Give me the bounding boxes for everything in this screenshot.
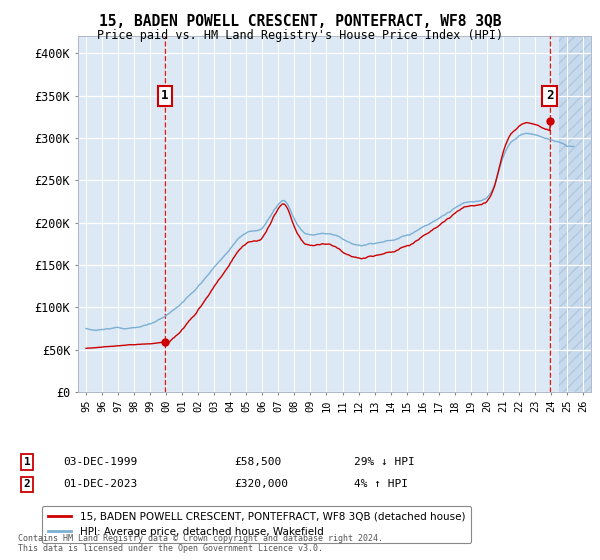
Text: 1: 1 <box>23 457 31 467</box>
Text: 2: 2 <box>546 89 553 102</box>
Text: £58,500: £58,500 <box>234 457 281 467</box>
Text: 29% ↓ HPI: 29% ↓ HPI <box>354 457 415 467</box>
Text: 15, BADEN POWELL CRESCENT, PONTEFRACT, WF8 3QB: 15, BADEN POWELL CRESCENT, PONTEFRACT, W… <box>99 14 501 29</box>
Text: 1: 1 <box>161 89 169 102</box>
Bar <box>559 36 591 392</box>
Text: 4% ↑ HPI: 4% ↑ HPI <box>354 479 408 489</box>
Text: Price paid vs. HM Land Registry's House Price Index (HPI): Price paid vs. HM Land Registry's House … <box>97 29 503 42</box>
Text: 03-DEC-1999: 03-DEC-1999 <box>63 457 137 467</box>
Text: Contains HM Land Registry data © Crown copyright and database right 2024.
This d: Contains HM Land Registry data © Crown c… <box>18 534 383 553</box>
Legend: 15, BADEN POWELL CRESCENT, PONTEFRACT, WF8 3QB (detached house), HPI: Average pr: 15, BADEN POWELL CRESCENT, PONTEFRACT, W… <box>42 506 472 543</box>
Text: 2: 2 <box>23 479 31 489</box>
Text: £320,000: £320,000 <box>234 479 288 489</box>
Text: 01-DEC-2023: 01-DEC-2023 <box>63 479 137 489</box>
